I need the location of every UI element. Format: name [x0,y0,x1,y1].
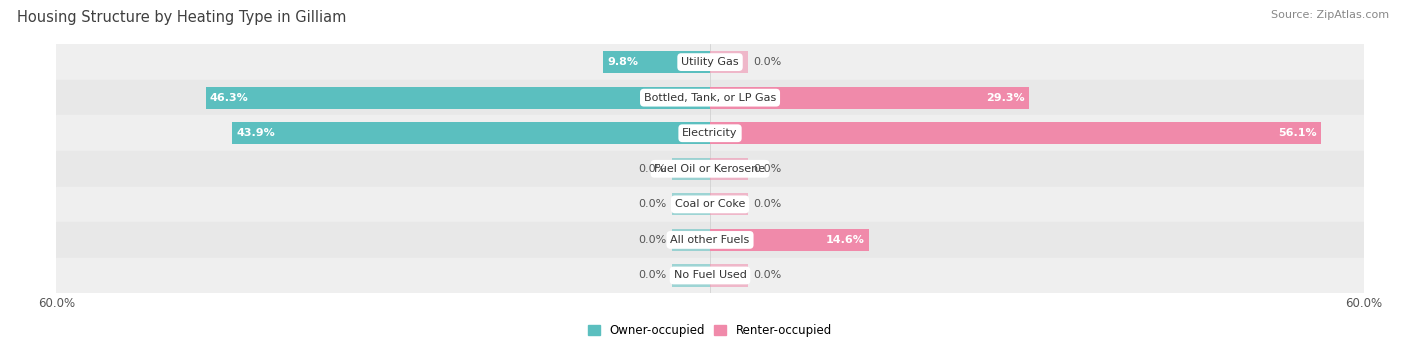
Text: 0.0%: 0.0% [638,164,666,174]
Text: All other Fuels: All other Fuels [671,235,749,245]
Bar [56,116,1364,151]
Bar [56,187,1364,222]
Bar [710,122,1322,144]
Text: 29.3%: 29.3% [987,93,1025,103]
Text: Bottled, Tank, or LP Gas: Bottled, Tank, or LP Gas [644,93,776,103]
Bar [56,258,1364,293]
Text: 0.0%: 0.0% [754,199,782,209]
Text: No Fuel Used: No Fuel Used [673,270,747,281]
Bar [672,193,710,216]
Bar [603,51,710,73]
Bar [56,44,1364,80]
Bar [710,229,869,251]
Bar [232,122,710,144]
Bar [56,80,1364,116]
Bar [56,222,1364,258]
Text: 9.8%: 9.8% [607,57,638,67]
Text: 43.9%: 43.9% [236,128,274,138]
Bar [672,158,710,180]
Text: Coal or Coke: Coal or Coke [675,199,745,209]
Text: Electricity: Electricity [682,128,738,138]
Text: Utility Gas: Utility Gas [682,57,738,67]
Bar [710,265,748,286]
Bar [672,265,710,286]
Bar [56,151,1364,187]
Text: Housing Structure by Heating Type in Gilliam: Housing Structure by Heating Type in Gil… [17,10,346,25]
Text: 14.6%: 14.6% [825,235,865,245]
Text: 56.1%: 56.1% [1278,128,1317,138]
Bar [710,193,748,216]
Text: 0.0%: 0.0% [638,235,666,245]
Text: 0.0%: 0.0% [754,270,782,281]
Legend: Owner-occupied, Renter-occupied: Owner-occupied, Renter-occupied [583,320,837,341]
Bar [710,87,1029,109]
Text: 0.0%: 0.0% [638,199,666,209]
Bar [710,51,748,73]
Bar [672,229,710,251]
Text: Fuel Oil or Kerosene: Fuel Oil or Kerosene [654,164,766,174]
Text: Source: ZipAtlas.com: Source: ZipAtlas.com [1271,10,1389,20]
Text: 0.0%: 0.0% [638,270,666,281]
Bar [205,87,710,109]
Text: 0.0%: 0.0% [754,57,782,67]
Bar [710,158,748,180]
Text: 0.0%: 0.0% [754,164,782,174]
Text: 46.3%: 46.3% [209,93,249,103]
